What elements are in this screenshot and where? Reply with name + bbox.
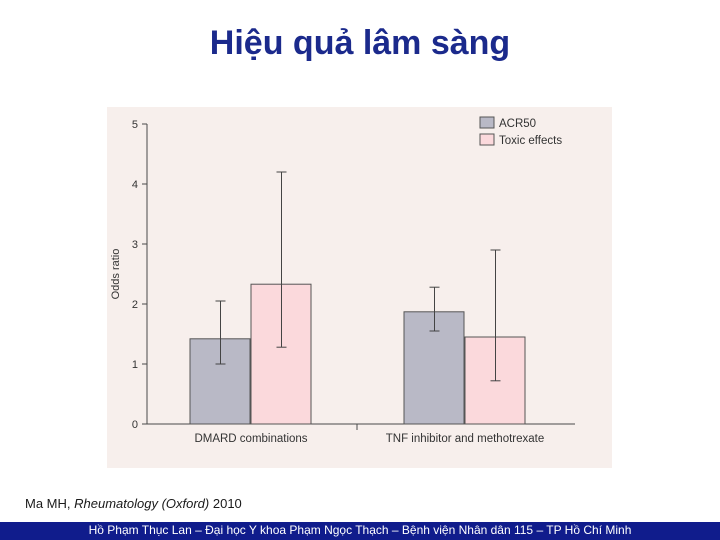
y-tick-label-4: 4 [132,179,138,191]
category-label-0: DMARD combinations [194,433,307,445]
legend-swatch-1 [479,133,495,146]
citation: Ma MH, Rheumatology (Oxford) 2010 [25,496,242,511]
footer-bar: Hồ Phạm Thục Lan – Đại học Y khoa Phạm N… [0,522,720,540]
y-tick-label-2: 2 [132,299,138,311]
legend-label-0: ACR50 [499,118,536,130]
y-tick-label-0: 0 [132,419,138,431]
y-tick-label-3: 3 [132,239,138,251]
chart-panel: 0 1 2 3 4 5 Odds ratio DMARD combinations TNF in… [107,107,612,468]
y-tick-label-5: 5 [132,119,138,131]
citation-year: 2010 [209,496,242,511]
bar-chart: 0 1 2 3 4 5 Odds ratio DMARD combinations TNF in… [110,116,575,445]
slide-title: Hiệu quả lâm sàng [209,24,511,62]
category-label-1: TNF inhibitor and methotrexate [386,433,545,445]
y-tick-label-1: 1 [132,359,138,371]
legend-label-1: Toxic effects [499,135,562,147]
y-axis-label: Odds ratio [110,249,122,300]
citation-author: Ma MH, [25,496,75,511]
footer-text: Hồ Phạm Thục Lan – Đại học Y khoa Phạm N… [88,523,632,537]
legend-swatch-0 [479,116,495,129]
citation-journal: Rheumatology (Oxford) [74,496,210,511]
